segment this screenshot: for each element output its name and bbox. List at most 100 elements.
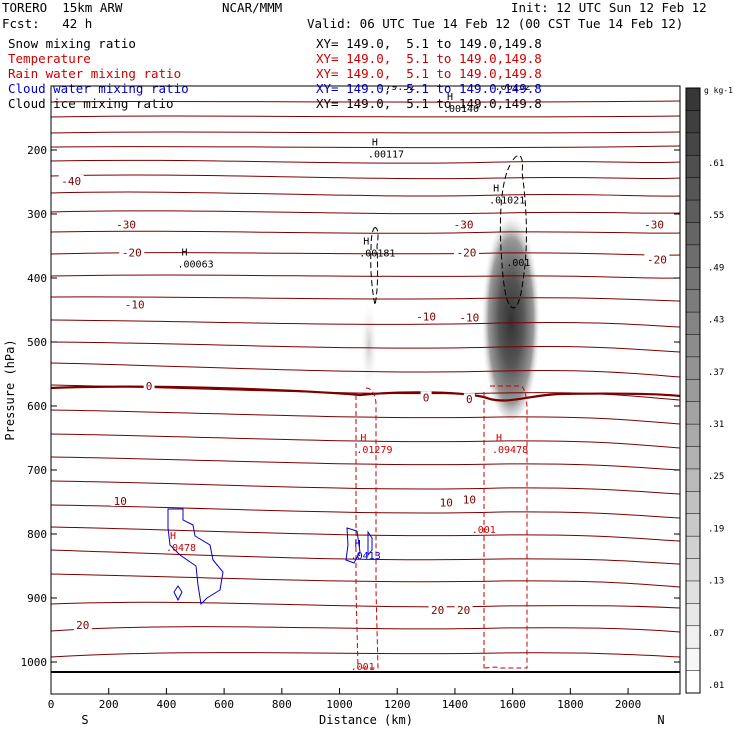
south-label: S: [81, 713, 88, 727]
temperature-label: 20: [76, 619, 89, 632]
legend-label-cloud-water: Cloud water mixing ratio: [8, 81, 189, 96]
y-axis-label: Pressure (hPa): [3, 339, 17, 440]
temperature-label-bg: [456, 311, 482, 323]
colorbar-cell: [686, 88, 700, 111]
maximum-marker: H: [496, 433, 502, 444]
temperature-label-bg: [460, 493, 479, 505]
init-time: Init: 12 UTC Sun 12 Feb 12: [511, 0, 707, 15]
valid-time: Valid: 06 UTC Tue 14 Feb 12 (00 CST Tue …: [307, 16, 684, 31]
freezing-level-isotherm: [51, 385, 680, 402]
colorbar-tick-label: .01: [708, 681, 724, 691]
isotherm: [51, 131, 680, 134]
temperature-isotherms: [51, 100, 680, 658]
colorbar-cell: [686, 468, 700, 492]
temperature-label: 20: [457, 604, 470, 617]
temperature-label-bg: [451, 218, 477, 230]
maximum-marker: H: [355, 539, 361, 550]
colorbar-tick-label: .49: [708, 263, 724, 273]
temperature-label-bg: [73, 619, 92, 631]
colorbar-tick-label: .31: [708, 420, 724, 430]
colorbar-cell: [686, 580, 700, 604]
maximum-value: .00117: [368, 150, 404, 161]
colorbar-cell: [686, 110, 700, 134]
y-tick-label: 500: [27, 336, 47, 349]
x-tick-label: 200: [99, 698, 119, 711]
temperature-label-bg: [454, 603, 473, 615]
x-tick-label: 1400: [442, 698, 469, 711]
colorbar-cell: [686, 424, 700, 448]
maximum-value: .00181: [359, 249, 395, 260]
temperature-label: -30: [454, 219, 474, 232]
maximum-value: .00140: [443, 104, 479, 115]
contour-label: .001: [351, 662, 375, 673]
temperature-label: 0: [423, 391, 430, 404]
colorbar-cell: [686, 132, 700, 156]
maximum-value: .00063: [177, 260, 213, 271]
temperature-label: -20: [457, 247, 477, 260]
temperature-label: 20: [431, 604, 444, 617]
legend-label-rain: Rain water mixing ratio: [8, 66, 182, 81]
isotherm: [51, 174, 680, 180]
x-tick-label: 1000: [326, 698, 353, 711]
temperature-label-bg: [453, 246, 479, 258]
temperature-label: -10: [416, 311, 436, 324]
maximum-marker: H: [360, 433, 366, 444]
colorbar-cell: [686, 401, 700, 425]
cloud-water-contour-east: [345, 527, 361, 564]
x-tick-label: 600: [214, 698, 234, 711]
legend-label-temperature: Temperature: [8, 51, 91, 66]
colorbar-cell: [686, 289, 700, 313]
cloud-water-contours: [167, 508, 373, 606]
maximum-marker: H: [493, 184, 499, 195]
isotherm: [51, 409, 680, 425]
maximum-value: .01279: [356, 445, 392, 456]
rain-contour-b: [483, 385, 528, 669]
rain-contour-a: [355, 387, 379, 669]
maximum-marker: H: [447, 92, 453, 103]
temperature-label: -20: [647, 254, 667, 267]
snow-shading-faint: [360, 297, 378, 393]
isotherm: [51, 433, 680, 449]
legend-xy-cloud-water: XY= 149.0, 5.1 to 149.0,149.8: [316, 81, 542, 96]
isotherm: [51, 145, 680, 149]
y-tick-label: 800: [27, 528, 47, 541]
isotherm: [51, 601, 680, 609]
isotherm: [51, 456, 680, 471]
y-tick-label: 900: [27, 592, 47, 605]
x-tick-label: 0: [48, 698, 55, 711]
isotherm: [51, 115, 680, 118]
temperature-label: -10: [459, 311, 479, 324]
isotherm: [51, 526, 680, 542]
maximum-value: .09478: [492, 445, 528, 456]
colorbar-cell: [686, 648, 700, 672]
isotherm: [51, 191, 680, 197]
colorbar-cell: [686, 222, 700, 246]
colorbar-tick-label: .37: [708, 368, 724, 378]
colorbar-cell: [686, 491, 700, 515]
snow-contour-faint: [370, 227, 379, 306]
model-title: TORERO 15km ARW: [2, 0, 123, 15]
temperature-label-bg: [420, 391, 432, 403]
colorbar-cell: [686, 513, 700, 537]
legend-xy-rain: XY= 149.0, 5.1 to 149.0,149.8: [316, 66, 542, 81]
colorbar-cell: [686, 312, 700, 335]
temperature-label-layer: -40 -30 -30 -30 -20 -20 -20 -10 -10 -10 0 0 0 10 10 10 2…: [58, 175, 670, 632]
temperature-label: -30: [644, 219, 664, 232]
temperature-label: -40: [61, 175, 81, 188]
colorbar-tick-label: .61: [708, 159, 724, 169]
maximum-value: .0478: [166, 543, 196, 554]
temperature-label-bg: [437, 496, 456, 508]
x-tick-label: 400: [156, 698, 176, 711]
colorbar-cell: [686, 177, 700, 201]
x-tick-label: 1600: [499, 698, 526, 711]
temperature-label-bg: [122, 298, 148, 310]
temperature-label-bg: [644, 253, 670, 265]
isotherm: [51, 652, 680, 658]
y-tick-label: 300: [27, 208, 47, 221]
isotherm: [51, 252, 680, 256]
colorbar-tick-label: .25: [708, 472, 724, 482]
maxima-layer: H.00063H.00117H.00140H.00181H.01021H.012…: [166, 92, 528, 562]
isotherm: [51, 210, 680, 215]
temperature-label-bg: [463, 393, 475, 405]
